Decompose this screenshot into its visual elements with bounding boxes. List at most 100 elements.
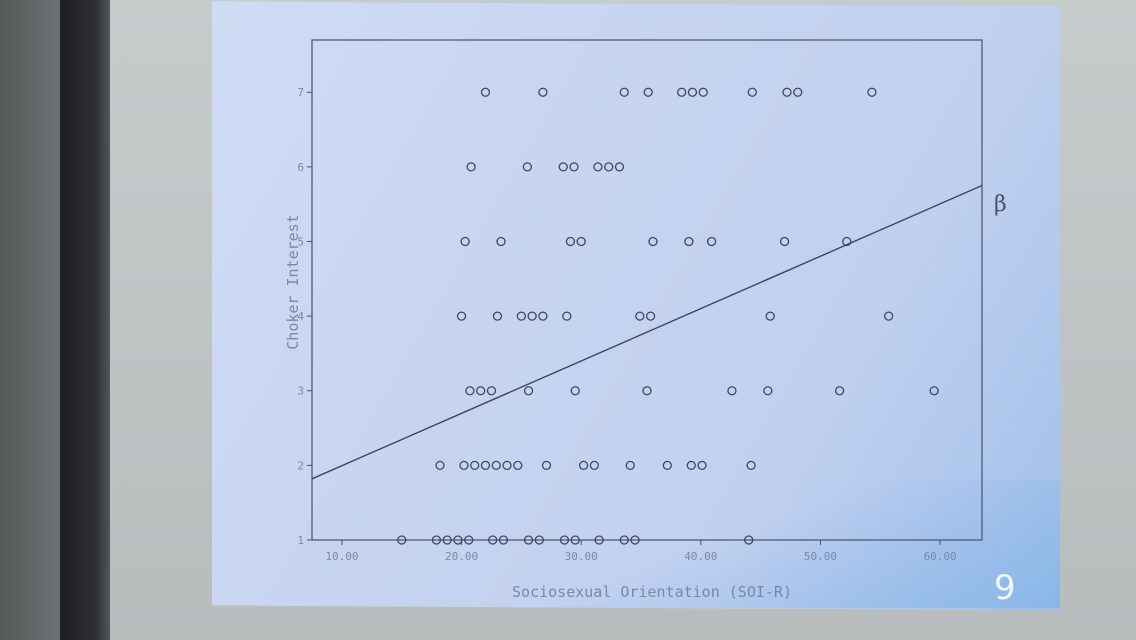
data-point <box>513 460 523 471</box>
x-tick-label: 20.00 <box>445 550 478 563</box>
y-tick-label: 3 <box>297 385 304 398</box>
data-point <box>558 162 568 172</box>
data-point <box>604 162 614 172</box>
x-axis-title: Sociosexual Orientation (SOI-R) <box>512 583 792 601</box>
y-axis-ticks: 1 2 3 4 5 6 7 <box>297 86 312 547</box>
beta-annotation: β <box>994 192 1007 217</box>
data-points <box>397 87 939 545</box>
data-point <box>642 386 652 396</box>
data-point <box>593 162 603 172</box>
data-point <box>465 386 475 396</box>
x-tick-label: 30.00 <box>565 550 598 563</box>
data-point <box>470 460 480 471</box>
data-point <box>793 87 803 97</box>
data-point <box>630 535 640 545</box>
data-point <box>884 311 894 321</box>
y-tick-label: 4 <box>297 310 304 323</box>
data-point <box>594 535 604 545</box>
data-point <box>538 311 548 321</box>
data-point <box>648 236 658 247</box>
data-point <box>929 386 939 396</box>
data-point <box>527 311 537 321</box>
data-point <box>431 535 442 545</box>
data-point <box>578 460 589 471</box>
data-point <box>496 236 506 247</box>
data-point <box>782 87 792 97</box>
data-point <box>746 460 756 471</box>
data-point <box>466 162 476 172</box>
data-point <box>842 236 852 247</box>
data-point <box>523 386 534 396</box>
data-point <box>570 535 580 545</box>
data-point <box>565 236 576 247</box>
data-point <box>397 535 407 545</box>
data-point <box>453 535 463 545</box>
data-point <box>541 460 552 471</box>
plot-frame <box>311 39 983 541</box>
data-point <box>677 87 687 97</box>
data-point <box>534 535 544 545</box>
data-point <box>491 460 501 471</box>
data-point <box>460 236 470 247</box>
x-tick-label: 40.00 <box>684 550 717 563</box>
data-point <box>727 386 737 396</box>
data-point <box>562 311 572 321</box>
data-point <box>516 311 527 321</box>
data-point <box>834 386 845 396</box>
data-point <box>687 87 698 97</box>
data-point <box>435 460 445 471</box>
data-point <box>480 460 491 471</box>
data-point <box>456 311 467 321</box>
x-axis-ticks: 10.00 20.00 30.00 40.00 50.00 60.00 <box>325 540 957 563</box>
data-point <box>779 236 790 247</box>
data-point <box>569 162 579 172</box>
data-point <box>698 87 708 97</box>
data-point <box>686 460 696 471</box>
data-point <box>559 535 570 545</box>
data-point <box>570 386 580 396</box>
data-point <box>684 236 694 247</box>
data-point <box>867 87 877 97</box>
data-point <box>765 311 775 321</box>
data-point <box>488 535 498 545</box>
data-point <box>492 311 503 321</box>
data-point <box>614 162 625 172</box>
data-point <box>576 236 586 247</box>
data-point <box>697 460 707 471</box>
data-point <box>645 311 656 321</box>
y-tick-label: 2 <box>297 459 304 472</box>
data-point <box>486 386 497 396</box>
data-point <box>523 535 534 545</box>
data-point <box>464 535 474 545</box>
data-point <box>522 162 533 172</box>
data-point <box>476 386 486 396</box>
y-tick-label: 6 <box>297 161 304 174</box>
data-point <box>498 535 509 545</box>
data-point <box>747 87 757 97</box>
data-point <box>643 87 653 97</box>
data-point <box>619 87 629 97</box>
data-point <box>744 535 754 545</box>
data-point <box>763 386 773 396</box>
data-point <box>502 460 512 471</box>
data-point <box>538 87 548 97</box>
data-point <box>442 535 452 545</box>
slide-number: 9 <box>994 568 1016 608</box>
data-point <box>459 460 469 471</box>
data-point <box>625 460 635 471</box>
data-point <box>635 311 645 321</box>
y-tick-label: 1 <box>297 534 304 547</box>
x-tick-label: 10.00 <box>325 550 358 563</box>
data-point <box>706 236 717 247</box>
x-tick-label: 60.00 <box>924 550 957 563</box>
data-point <box>480 87 491 97</box>
fit-line <box>311 184 983 480</box>
x-tick-label: 50.00 <box>804 550 837 563</box>
data-point <box>662 460 672 471</box>
y-axis-title: Choker Interest <box>284 214 302 349</box>
y-tick-label: 5 <box>297 235 304 248</box>
data-point <box>589 460 600 471</box>
y-tick-label: 7 <box>297 86 304 99</box>
data-point <box>619 535 629 545</box>
